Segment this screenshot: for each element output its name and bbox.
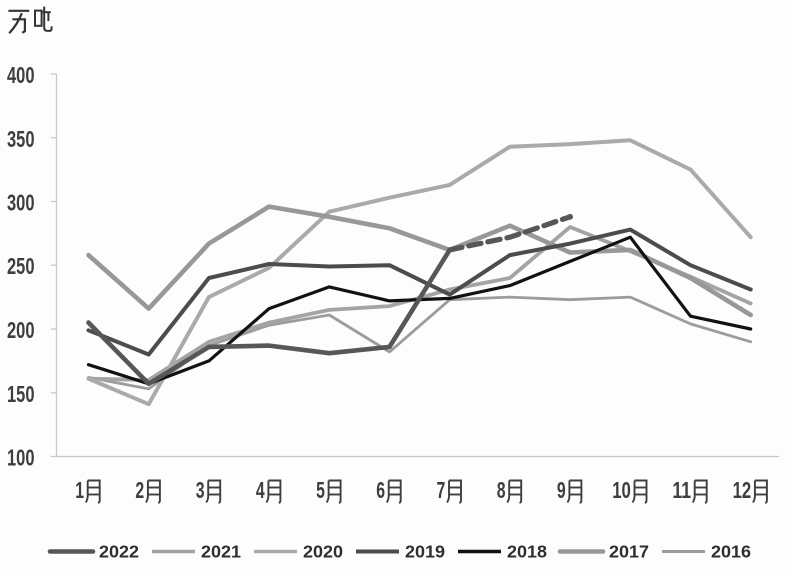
svg-text:6: 6 [376, 477, 385, 503]
svg-text:2020: 2020 [303, 542, 343, 562]
svg-text:2019: 2019 [405, 542, 445, 562]
svg-text:2: 2 [135, 477, 144, 503]
svg-text:300: 300 [7, 190, 35, 216]
svg-text:5: 5 [316, 477, 325, 503]
svg-text:1: 1 [75, 477, 84, 503]
svg-text:400: 400 [7, 62, 35, 88]
svg-text:2022: 2022 [99, 542, 139, 562]
svg-text:200: 200 [7, 317, 35, 343]
svg-text:2018: 2018 [507, 542, 547, 562]
svg-text:350: 350 [7, 126, 35, 152]
svg-text:7: 7 [437, 477, 446, 503]
svg-text:2017: 2017 [609, 542, 649, 562]
svg-text:9: 9 [557, 477, 566, 503]
svg-text:4: 4 [256, 477, 265, 503]
svg-text:10: 10 [612, 477, 631, 503]
svg-text:11: 11 [672, 477, 691, 503]
svg-text:100: 100 [7, 445, 35, 471]
svg-text:2021: 2021 [201, 542, 241, 562]
svg-text:250: 250 [7, 253, 35, 279]
svg-text:150: 150 [7, 381, 35, 407]
svg-text:12: 12 [733, 477, 752, 503]
svg-text:2016: 2016 [711, 542, 751, 562]
svg-text:8: 8 [497, 477, 506, 503]
svg-text:3: 3 [196, 477, 205, 503]
